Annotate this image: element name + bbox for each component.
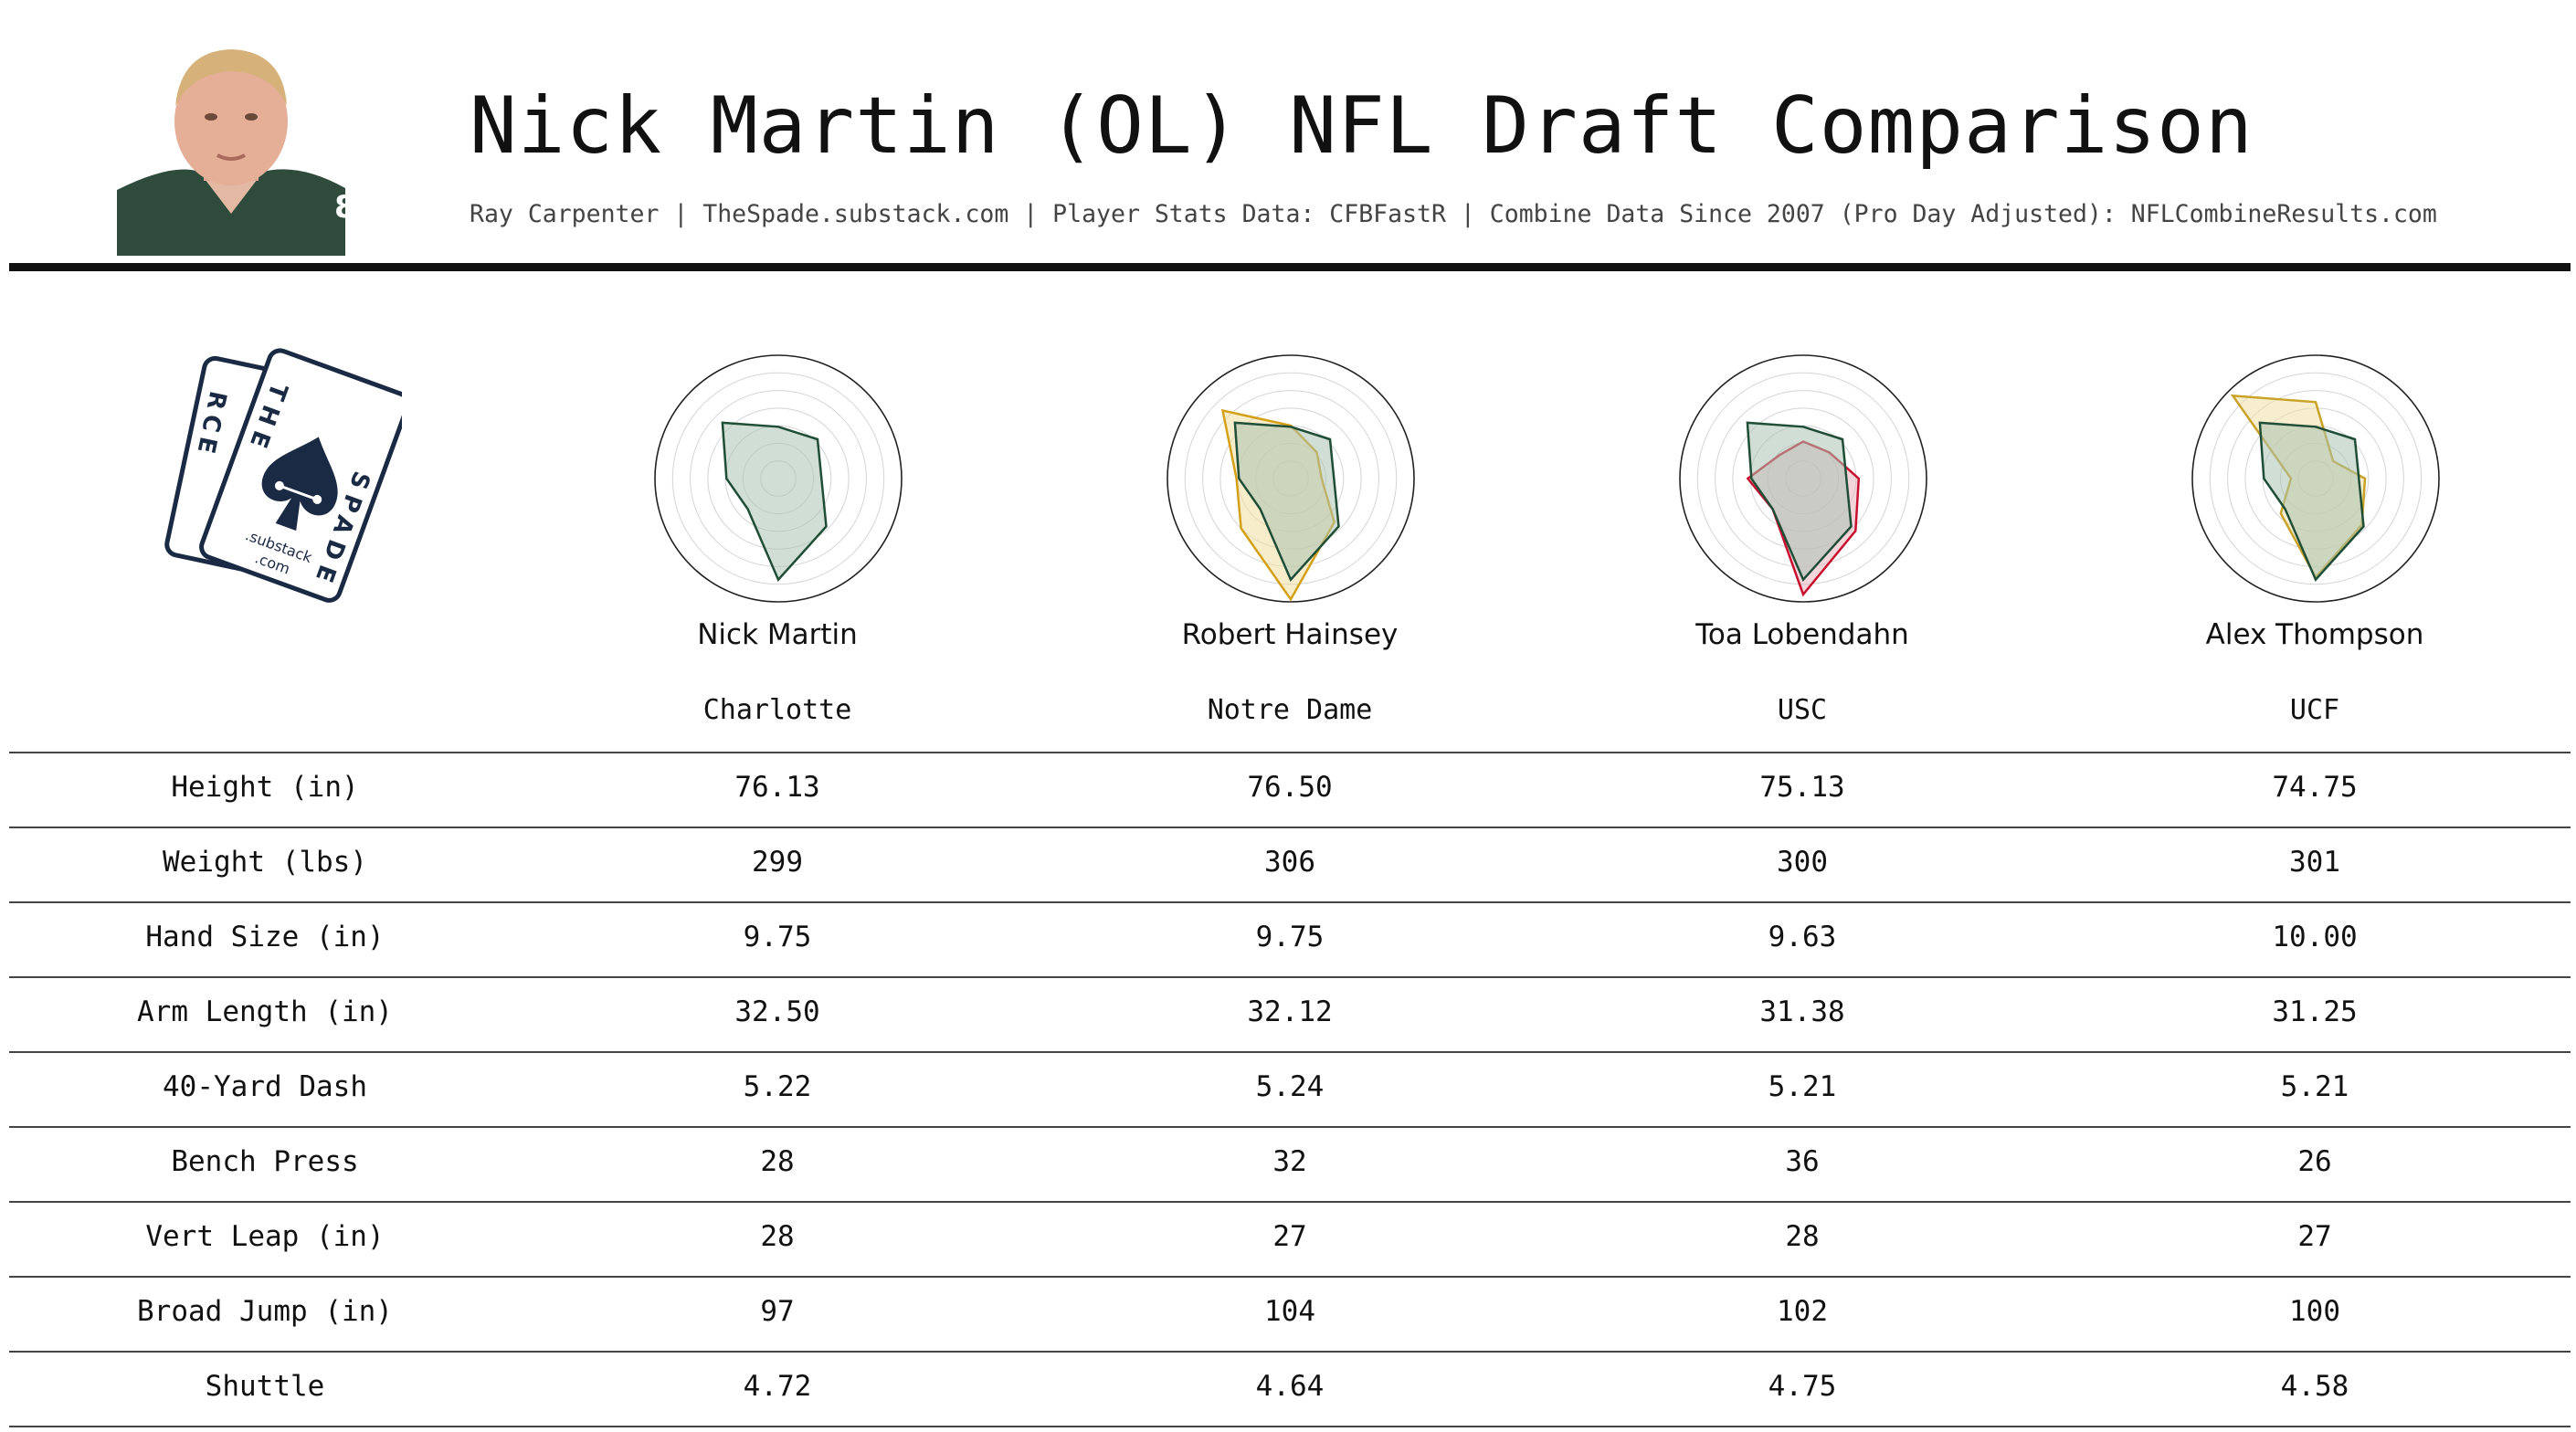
radar-chart-robert-hainsey <box>1167 354 1415 603</box>
table-cell: 32 <box>1272 1145 1307 1178</box>
row-label: Hand Size (in) <box>145 921 385 953</box>
radar-chart-alex-thompson <box>2191 354 2440 603</box>
radar-outer-ring <box>2191 354 2440 603</box>
table-cell: 5.24 <box>1255 1070 1325 1103</box>
table-cell: 104 <box>1264 1295 1315 1328</box>
table-cell: 10.00 <box>2272 921 2358 953</box>
table-cell: 9.63 <box>1768 921 1837 953</box>
table-cell: 100 <box>2289 1295 2340 1328</box>
table-cell: 306 <box>1264 846 1315 879</box>
table-divider <box>9 1051 2571 1053</box>
radar-chart-nick-martin <box>654 354 903 603</box>
table-cell: 301 <box>2289 846 2340 879</box>
table-cell: 27 <box>1272 1220 1307 1253</box>
table-cell: 97 <box>760 1295 795 1328</box>
table-cell: 74.75 <box>2272 771 2358 804</box>
table-cell: 75.13 <box>1759 771 1845 804</box>
table-cell: 5.22 <box>743 1070 812 1103</box>
table-divider <box>9 1351 2571 1353</box>
page-title: Nick Martin (OL) NFL Draft Comparison <box>470 80 2254 172</box>
table-cell: 26 <box>2297 1145 2332 1178</box>
table-cell: 76.13 <box>734 771 820 804</box>
radar-chart-toa-lobendahn <box>1679 354 1927 603</box>
player-name: Nick Martin <box>697 618 858 651</box>
table-divider <box>9 1276 2571 1278</box>
table-cell: 300 <box>1777 846 1828 879</box>
table-cell: 31.38 <box>1759 995 1845 1028</box>
table-cell: 31.25 <box>2272 995 2358 1028</box>
table-divider <box>9 1201 2571 1203</box>
radar-grid-ring <box>671 372 885 585</box>
table-cell: 32.50 <box>734 995 820 1028</box>
table-cell: 27 <box>2297 1220 2332 1253</box>
radar-series-polygon <box>2258 421 2365 582</box>
header-rule <box>9 263 2571 271</box>
table-cell: 4.75 <box>1768 1370 1837 1403</box>
row-label: 40-Yard Dash <box>163 1070 367 1103</box>
table-cell: 4.58 <box>2280 1370 2349 1403</box>
table-cell: 4.64 <box>1255 1370 1325 1403</box>
table-cell: 5.21 <box>1768 1070 1837 1103</box>
table-cell: 28 <box>760 1145 795 1178</box>
player-name: Robert Hainsey <box>1181 618 1399 651</box>
table-cell: 76.50 <box>1247 771 1333 804</box>
radar-series-polygon <box>1746 421 1853 582</box>
table-cell: 28 <box>1785 1220 1820 1253</box>
the-spade-logo: RCE THE SPADE .substack .com <box>164 348 402 603</box>
table-cell: 28 <box>760 1220 795 1253</box>
row-label: Broad Jump (in) <box>137 1295 393 1328</box>
svg-text:8: 8 <box>334 189 345 226</box>
row-label: Arm Length (in) <box>137 995 393 1028</box>
row-label: Bench Press <box>171 1145 359 1178</box>
table-divider <box>9 752 2571 753</box>
table-divider <box>9 827 2571 828</box>
table-cell: 9.75 <box>1255 921 1325 953</box>
radar-outer-ring <box>1167 354 1415 603</box>
player-headshot: 8 <box>117 35 345 256</box>
table-divider <box>9 976 2571 978</box>
row-label: Shuttle <box>205 1370 325 1403</box>
radar-outer-ring <box>654 354 903 603</box>
table-divider <box>9 1426 2571 1427</box>
player-school: Charlotte <box>702 694 852 726</box>
row-label: Vert Leap (in) <box>145 1220 385 1253</box>
table-cell: 32.12 <box>1247 995 1333 1028</box>
table-cell: 4.72 <box>743 1370 812 1403</box>
table-divider <box>9 1126 2571 1128</box>
table-divider <box>9 901 2571 903</box>
radar-series-polygon <box>721 421 828 582</box>
player-school: Notre Dame <box>1207 694 1373 726</box>
row-label: Weight (lbs) <box>163 846 367 879</box>
player-school: USC <box>1777 694 1828 726</box>
table-cell: 9.75 <box>743 921 812 953</box>
row-label: Height (in) <box>171 771 359 804</box>
radar-grid-ring <box>2209 372 2423 585</box>
player-school: UCF <box>2289 694 2340 726</box>
player-name: Toa Lobendahn <box>1695 618 1909 651</box>
player-name: Alex Thompson <box>2205 618 2424 651</box>
table-cell: 5.21 <box>2280 1070 2349 1103</box>
table-cell: 36 <box>1785 1145 1820 1178</box>
table-cell: 299 <box>752 846 803 879</box>
radar-series-polygon <box>1233 421 1340 582</box>
radar-outer-ring <box>1679 354 1927 603</box>
page-subtitle: Ray Carpenter | TheSpade.substack.com | … <box>470 200 2437 228</box>
table-cell: 102 <box>1777 1295 1828 1328</box>
